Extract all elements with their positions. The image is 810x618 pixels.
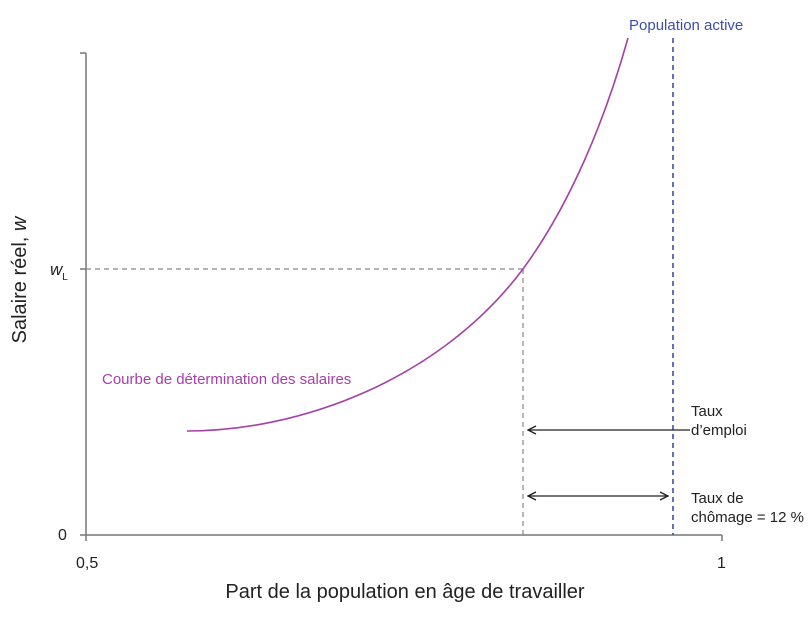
wage-setting-curve (186, 37, 629, 432)
employment-rate-label-line1: Taux (691, 403, 723, 420)
y-axis-title: Salaire réel, w (9, 215, 31, 343)
labour-force-label: Population active (629, 17, 743, 34)
employment-rate-label-line2: d’emploi (691, 422, 747, 439)
curve-label: Courbe de détermination des salaires (102, 371, 351, 388)
x-tick-min: 0,5 (76, 555, 98, 572)
y-tick-zero: 0 (58, 527, 67, 544)
unemployment-rate-label-line1: Taux de (691, 490, 744, 507)
wl-label: wL (50, 260, 68, 283)
x-tick-max: 1 (717, 555, 726, 572)
x-axis-title: Part de la population en âge de travaill… (225, 581, 584, 603)
unemployment-rate-label-line2: chômage = 12 % (691, 509, 804, 526)
